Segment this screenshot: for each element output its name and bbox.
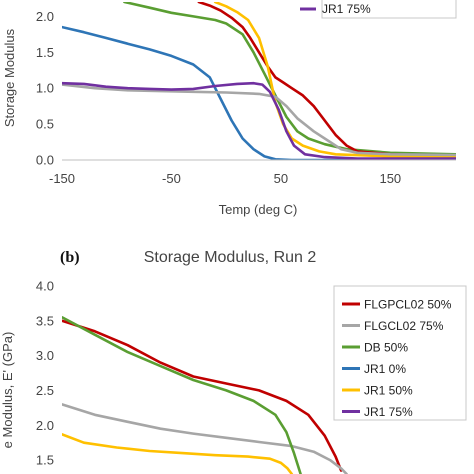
chart-a-xtick-label: 150 — [379, 171, 401, 186]
chart-b-plot — [62, 316, 348, 474]
chart-a-plot — [62, 2, 456, 160]
chart-b-axes: 1.5 2.0 2.5 3.0 3.5 4.0 — [36, 279, 54, 468]
chart-b-ytick-label: 2.5 — [36, 383, 54, 398]
chart-a-series-line-6 — [62, 81, 456, 160]
chart-a-axes: 0.0 0.5 1.0 1.5 2.0 -150 -50 50 150 — [36, 9, 456, 186]
chart-b-ytick-label: 4.0 — [36, 279, 54, 294]
chart-a-ytick-label: 0.5 — [36, 117, 54, 132]
chart-a-series-line-5 — [62, 83, 456, 157]
chart-a-legend-box — [321, 0, 457, 19]
chart-b-series-line-3 — [62, 316, 302, 474]
chart-a-xlabel: Temp (deg C) — [219, 202, 298, 217]
chart-b-ytick-label: 1.5 — [36, 453, 54, 468]
chart-a-series-line-3 — [197, 2, 456, 158]
chart-b-legend-label: FLGPCL02 50% — [364, 298, 452, 312]
chart-b-title: Storage Modulus, Run 2 — [144, 249, 317, 266]
chart-a-xtick-label: -50 — [162, 171, 181, 186]
chart-b: (b) Storage Modulus, Run 2 1.5 2.0 2.5 3.0 3… — [0, 249, 467, 474]
chart-a: 0.0 0.5 1.0 1.5 2.0 -150 -50 50 150 Storage Modu… — [2, 0, 457, 217]
chart-a-ylabel: Storage Modulus — [2, 28, 17, 127]
chart-b-series-line-2 — [62, 403, 348, 474]
chart-b-legend-label: JR1 0% — [364, 362, 406, 376]
chart-a-ytick-label: 2.0 — [36, 9, 54, 24]
chart-a-ytick-label: 1.0 — [36, 81, 54, 96]
chart-b-legend-label: JR1 50% — [364, 384, 413, 398]
chart-b-ylabel: e Modulus, E' (GPa) — [0, 332, 15, 449]
chart-b-legend-box — [333, 285, 467, 421]
chart-b-ytick-label: 3.0 — [36, 348, 54, 363]
chart-b-ytick-label: 2.0 — [36, 418, 54, 433]
chart-a-legend-label: JR1 75% — [322, 2, 371, 16]
chart-a-legend: JR1 75% — [300, 0, 457, 19]
chart-b-legend-label: JR1 75% — [364, 405, 413, 419]
chart-b-panel-label: (b) — [60, 249, 80, 266]
chart-b-series-line-5 — [62, 433, 294, 474]
chart-b-legend-items: FLGPCL02 50% FLGCL02 75% DB 50% JR1 0% JR1 5… — [342, 298, 452, 419]
chart-a-ytick-label: 1.5 — [36, 45, 54, 60]
chart-a-ytick-label: 0.0 — [36, 153, 54, 168]
chart-b-legend-label: FLGCL02 75% — [364, 319, 444, 333]
chart-a-xtick-label: 50 — [274, 171, 288, 186]
chart-b-legend-label: DB 50% — [364, 341, 408, 355]
chart-b-series-line-1 — [62, 319, 343, 472]
chart-b-legend: FLGPCL02 50% FLGCL02 75% DB 50% JR1 0% JR1 5… — [333, 285, 467, 421]
chart-a-xtick-label: -150 — [49, 171, 75, 186]
chart-b-ytick-label: 3.5 — [36, 313, 54, 328]
chart-a-series-line-2 — [123, 2, 456, 156]
